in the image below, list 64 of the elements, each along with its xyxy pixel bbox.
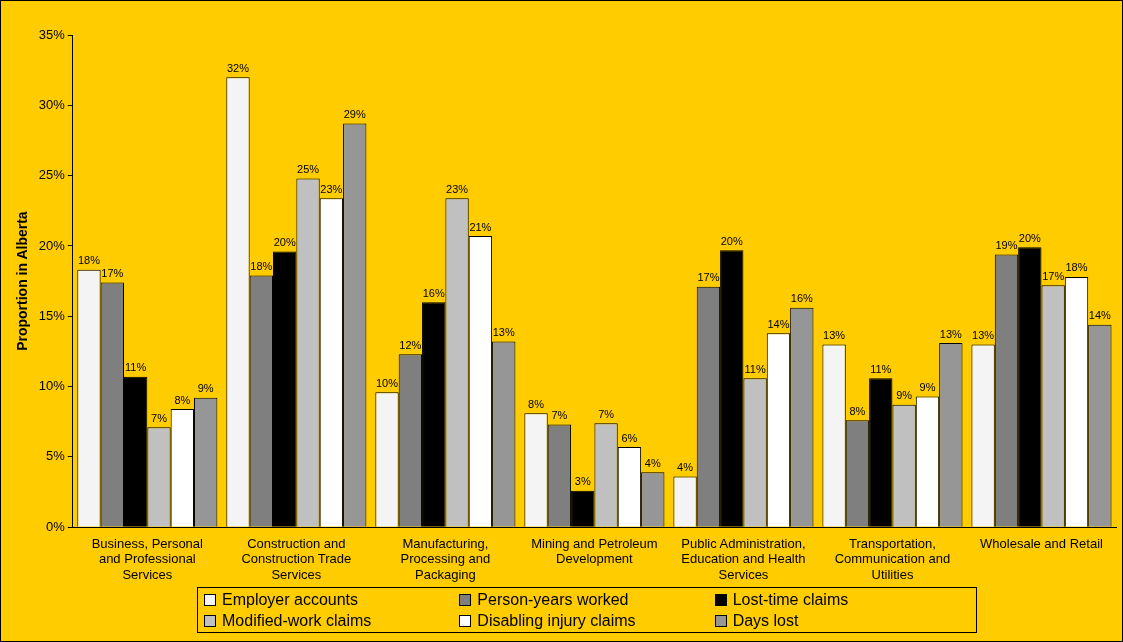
data-label: 8% (849, 404, 866, 417)
data-label: 13% (939, 327, 963, 340)
x-tick-label: Construction and Construction Trade Services (241, 535, 352, 582)
y-axis-title: Proportion in Alberta (14, 211, 31, 351)
data-label: 17% (101, 267, 124, 280)
data-label: 16% (790, 292, 814, 305)
legend-label: Employer accounts (222, 590, 359, 609)
y-tick-label: 20% (38, 237, 66, 253)
data-label: 11% (125, 361, 147, 374)
data-label: 17% (697, 271, 720, 284)
data-label: 32% (226, 61, 250, 74)
data-label: 25% (297, 162, 320, 175)
legend-label: Days lost (732, 611, 799, 630)
data-label: 11% (744, 362, 766, 375)
data-label: 20% (1018, 231, 1042, 244)
data-label: 19% (995, 238, 1018, 251)
x-tick-label: Wholesale and Retail (980, 535, 1104, 551)
data-label: 3% (574, 475, 591, 488)
data-label: 13% (492, 326, 515, 339)
x-tick-label: Transportation, Communication and Utilities (834, 535, 951, 582)
data-label: 12% (399, 338, 422, 351)
x-tick-label: Public Administration, Education and Health Services (681, 535, 806, 582)
data-label: 4% (644, 456, 661, 469)
data-label: 18% (1065, 261, 1088, 274)
y-tick-label: 10% (38, 378, 66, 394)
data-label: 29% (343, 108, 366, 121)
legend-label: Disabling injury claims (477, 611, 636, 630)
y-tick-label: 5% (46, 448, 66, 464)
x-tick-label: Mining and Petroleum Development (531, 535, 658, 567)
data-label: 4% (677, 461, 694, 474)
x-tick-label: Manufacturing, Processing and Packaging (400, 535, 491, 582)
data-label: 14% (767, 317, 790, 330)
data-label: 18% (77, 254, 101, 267)
data-label: 13% (972, 328, 995, 341)
y-tick-label: 0% (46, 518, 66, 534)
data-label: 20% (720, 234, 743, 247)
data-label: 7% (551, 409, 568, 422)
data-label: 23% (320, 182, 343, 195)
data-label: 17% (1042, 269, 1065, 282)
data-label: 13% (823, 328, 846, 341)
y-tick-label: 25% (38, 167, 66, 183)
y-tick-label: 15% (38, 307, 66, 323)
data-label: 23% (446, 182, 469, 195)
data-label: 10% (376, 376, 399, 389)
data-label: 16% (422, 286, 445, 299)
data-label: 9% (896, 389, 913, 402)
data-label: 9% (197, 382, 214, 395)
y-tick-label: 35% (38, 26, 66, 42)
data-label: 8% (174, 393, 191, 406)
data-label: 9% (919, 380, 936, 393)
data-label: 6% (621, 431, 638, 444)
data-label: 11% (870, 362, 892, 375)
x-tick-label: Business, Personal and Professional Services (91, 535, 204, 582)
data-label: 18% (250, 260, 273, 273)
legend-label: Lost-time claims (732, 590, 849, 609)
legend-label: Modified-work claims (222, 611, 372, 630)
data-label: 14% (1088, 309, 1112, 322)
y-tick-label: 30% (38, 96, 66, 112)
data-label: 8% (528, 397, 545, 410)
legend-label: Person-years worked (477, 590, 629, 609)
data-label: 20% (273, 236, 296, 249)
data-label: 21% (469, 220, 492, 233)
data-label: 7% (598, 407, 615, 420)
data-label: 7% (151, 411, 168, 424)
